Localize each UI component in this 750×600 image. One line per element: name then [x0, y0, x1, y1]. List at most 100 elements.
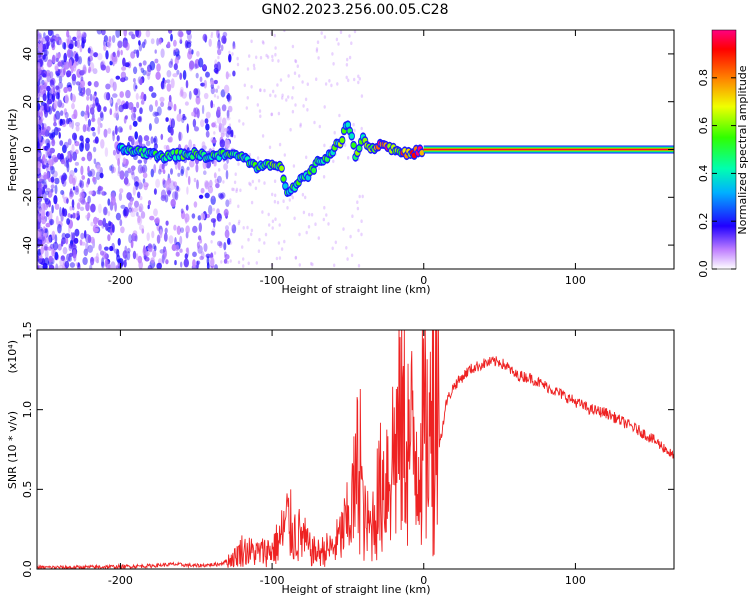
noise-blob: [128, 31, 134, 36]
noise-blob: [189, 159, 195, 168]
noise-blob: [207, 185, 214, 194]
noise-blob: [51, 204, 54, 214]
noise-blob: [271, 58, 274, 62]
noise-blob: [86, 104, 90, 114]
noise-blob: [38, 195, 43, 203]
noise-blob: [258, 237, 261, 242]
noise-blob: [294, 255, 298, 260]
noise-blob: [205, 130, 210, 138]
noise-blob: [51, 54, 56, 64]
noise-blob: [80, 165, 84, 176]
noise-blob: [283, 239, 286, 244]
noise-blob: [332, 159, 335, 164]
noise-blob: [237, 162, 240, 166]
noise-blob: [116, 98, 121, 106]
noise-blob: [195, 95, 201, 105]
noise-blob: [210, 100, 214, 109]
noise-blob: [71, 144, 75, 153]
noise-blob: [101, 190, 105, 196]
noise-blob: [84, 141, 90, 152]
noise-blob: [168, 235, 174, 244]
noise-blob: [119, 170, 125, 180]
noise-blob: [140, 67, 145, 74]
noise-blob: [242, 226, 245, 230]
noise-blob: [66, 198, 69, 204]
noise-blob: [197, 215, 202, 221]
ridge-core: [345, 122, 351, 128]
noise-blob: [66, 218, 70, 225]
noise-blob: [104, 246, 109, 251]
noise-blob: [103, 92, 109, 101]
noise-blob: [181, 91, 187, 99]
noise-blob: [152, 111, 158, 117]
noise-blob: [41, 219, 46, 225]
noise-blob: [253, 66, 256, 71]
noise-blob: [46, 149, 50, 156]
noise-blob: [165, 259, 169, 265]
noise-blob: [79, 206, 85, 211]
noise-blob: [211, 195, 215, 200]
noise-blob: [38, 174, 45, 182]
noise-blob: [213, 251, 217, 255]
noise-blob: [48, 236, 52, 244]
noise-blob: [323, 105, 326, 109]
spectrogram-y-label: Frequency (Hz): [6, 109, 19, 192]
noise-blob: [72, 36, 77, 41]
noise-blob: [130, 135, 135, 141]
noise-blob: [137, 159, 143, 164]
noise-blob: [79, 180, 85, 189]
noise-blob: [136, 211, 139, 217]
noise-blob: [133, 82, 137, 92]
noise-blob: [110, 261, 116, 269]
noise-blob: [113, 248, 120, 254]
noise-blob: [313, 120, 316, 125]
noise-blob: [123, 40, 129, 48]
noise-blob: [37, 36, 40, 43]
noise-blob: [191, 111, 195, 117]
noise-blob: [58, 132, 61, 139]
noise-blob: [357, 80, 360, 85]
noise-blob: [85, 137, 90, 143]
noise-blob: [128, 207, 132, 213]
noise-blob: [67, 138, 72, 146]
noise-blob: [142, 164, 148, 174]
noise-blob: [46, 40, 49, 50]
noise-blob: [167, 190, 171, 196]
noise-blob: [360, 232, 363, 237]
noise-blob: [55, 85, 60, 90]
spectrogram-x-axis: -200 -100 0 100: [108, 30, 586, 287]
noise-blob: [42, 139, 45, 144]
noise-blob: [56, 127, 61, 132]
noise-blob: [223, 258, 228, 264]
noise-blob: [202, 33, 208, 42]
noise-blob: [176, 185, 180, 191]
noise-blob: [97, 186, 104, 191]
noise-blob: [120, 127, 123, 133]
noise-blob: [122, 250, 128, 259]
noise-blob: [232, 70, 236, 77]
noise-blob: [55, 263, 59, 269]
noise-blob: [220, 260, 223, 264]
noise-blob: [191, 49, 194, 55]
noise-blob: [220, 44, 224, 52]
noise-blob: [46, 61, 52, 68]
noise-blob: [212, 103, 215, 108]
noise-blob: [37, 229, 42, 238]
noise-blob: [279, 78, 283, 82]
noise-blob: [38, 132, 42, 141]
noise-blob: [58, 39, 63, 45]
noise-blob: [44, 47, 48, 57]
noise-blob: [53, 121, 57, 127]
noise-blob: [62, 246, 68, 255]
y-tick-label: -40: [21, 236, 34, 254]
noise-blob: [71, 119, 74, 130]
noise-blob: [251, 179, 254, 184]
noise-blob: [323, 143, 326, 148]
noise-blob: [182, 113, 186, 119]
noise-blob: [115, 264, 119, 269]
noise-blob: [132, 250, 137, 260]
noise-blob: [231, 225, 234, 229]
noise-blob: [58, 81, 63, 89]
noise-blob: [93, 228, 99, 233]
noise-blob: [62, 42, 66, 50]
